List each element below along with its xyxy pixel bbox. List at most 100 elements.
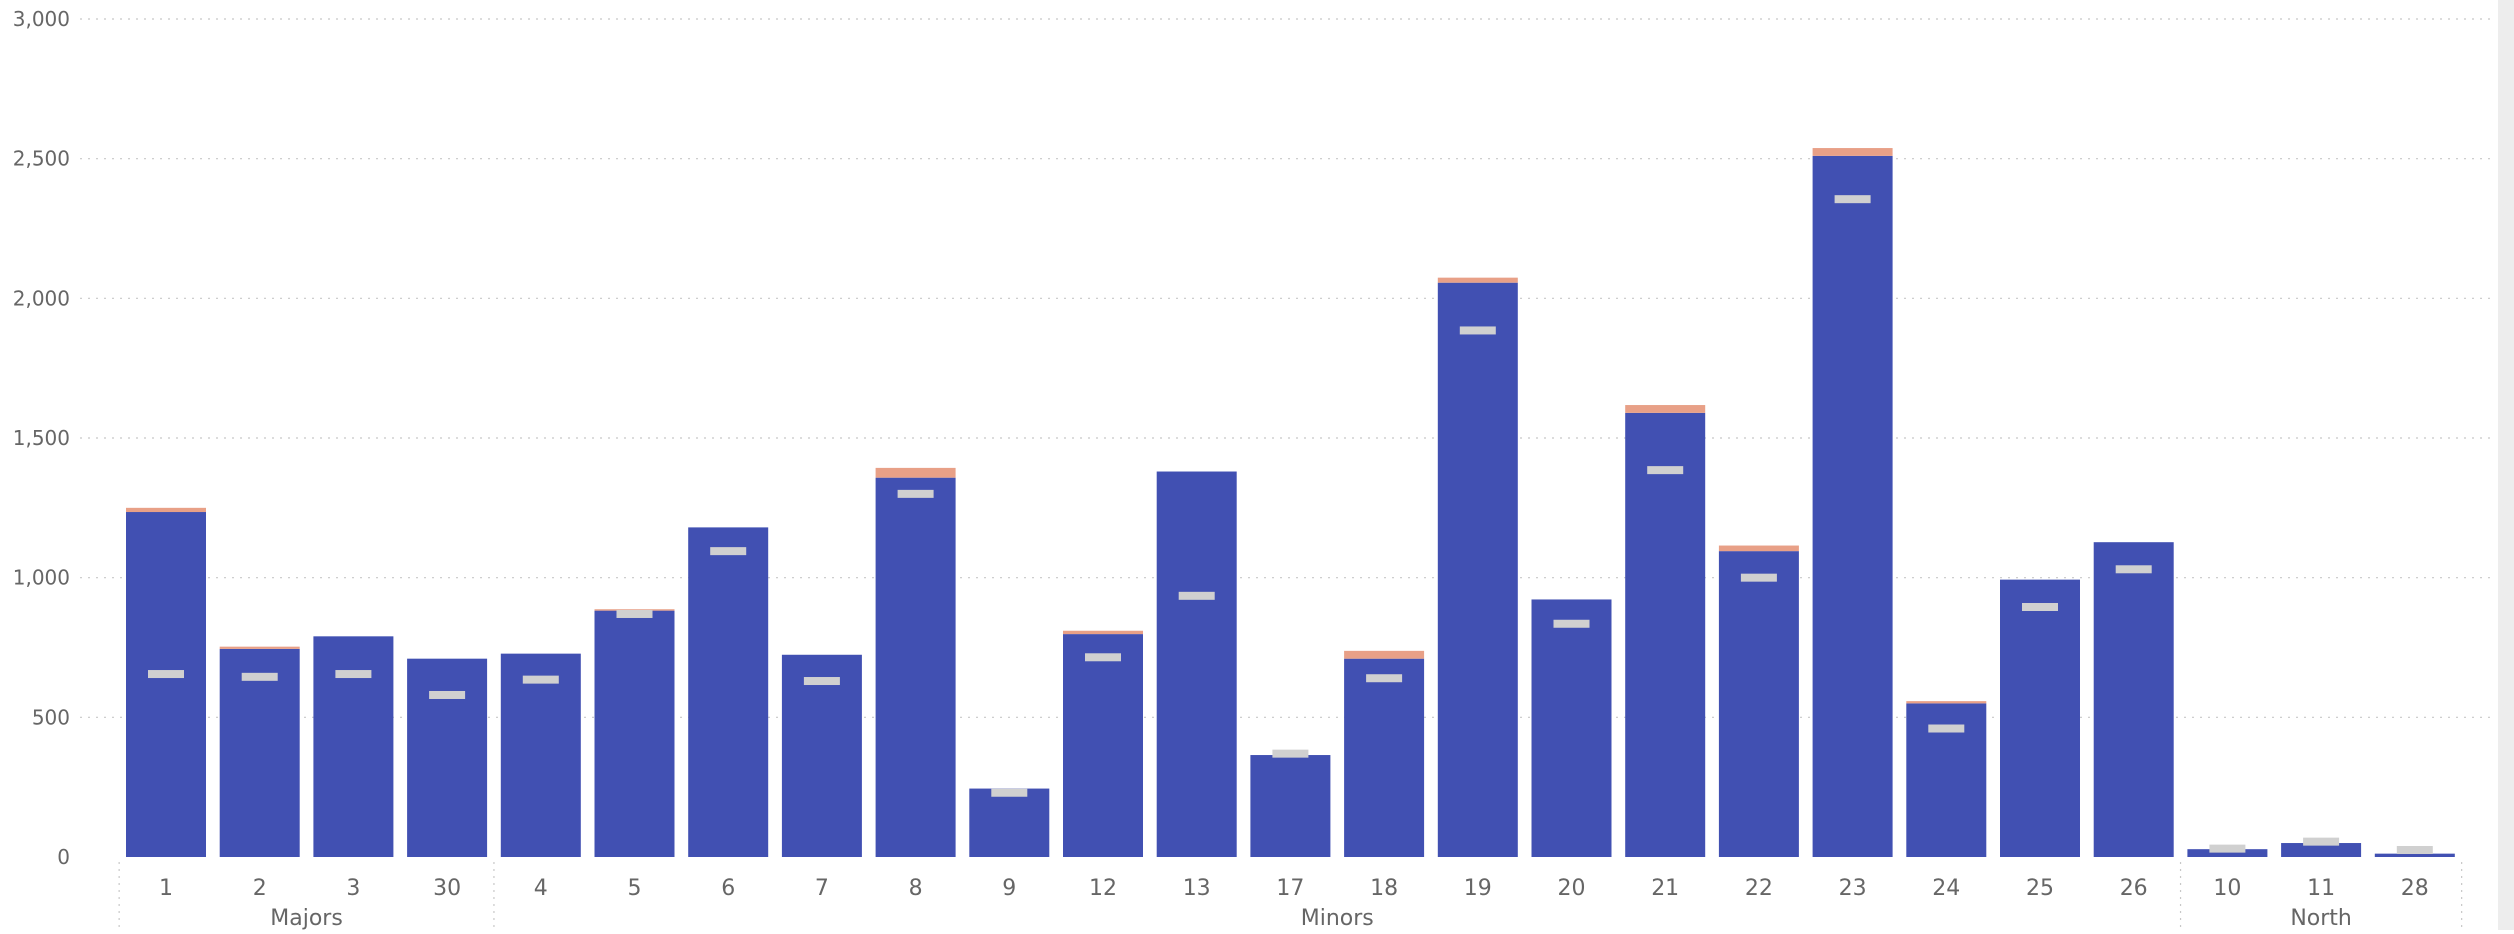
bar-segment-11-s0	[2281, 843, 2362, 857]
x-group-label: Majors	[270, 906, 343, 930]
bar-segment-21-s0	[1625, 412, 1706, 857]
bar-segment-23-s0	[1812, 155, 1893, 857]
bar-segment-17-s0	[1250, 755, 1331, 857]
marker-21	[1647, 466, 1684, 475]
x-axis: 1 2 3 30 4 5 6 7 8 9 12 13 17 18 19 20 21 22 23 24 25 26 10 11 2…	[159, 876, 2429, 901]
x-tick-label: 10	[2213, 876, 2241, 901]
bar-segment-9-s0	[969, 788, 1050, 857]
x-tick-label: 23	[1839, 876, 1867, 901]
x-tick-label: 5	[628, 876, 642, 901]
x-tick-label: 3	[346, 876, 360, 901]
marker-7	[803, 677, 840, 686]
x-tick-label: 25	[2026, 876, 2054, 901]
marker-23	[1834, 195, 1871, 204]
bar-segment-22-s1	[1718, 545, 1799, 552]
bar-segment-3-s0	[313, 636, 394, 857]
bar-segment-30-s0	[407, 658, 488, 857]
bar-segment-12-s1	[1063, 630, 1143, 635]
x-tick-label: 11	[2307, 876, 2335, 901]
marker-17	[1272, 749, 1309, 758]
bar-segment-26-s0	[2093, 542, 2174, 857]
bar-segment-28-s0	[2374, 853, 2455, 857]
x-group-label: Minors	[1301, 906, 1374, 930]
y-tick-label: 2,000	[13, 286, 70, 310]
marker-24	[1928, 724, 1965, 733]
bar-segment-2-s1	[219, 646, 300, 649]
y-tick-label: 1,500	[13, 426, 70, 450]
bars	[126, 148, 2455, 857]
marker-20	[1553, 619, 1590, 628]
marker-10	[2209, 844, 2246, 853]
x-tick-label: 17	[1276, 876, 1304, 901]
bar-segment-22-s0	[1718, 551, 1799, 857]
x-tick-label: 13	[1183, 876, 1211, 901]
marker-8	[897, 489, 934, 498]
marker-11	[2303, 837, 2340, 846]
x-tick-label: 18	[1370, 876, 1398, 901]
marker-13	[1178, 591, 1215, 600]
x-tick-label: 21	[1651, 876, 1679, 901]
x-tick-label: 9	[1002, 876, 1016, 901]
x-tick-label: 2	[253, 876, 267, 901]
y-tick-label: 3,000	[13, 7, 70, 31]
x-tick-label: 20	[1558, 876, 1586, 901]
y-tick-label: 500	[32, 705, 70, 729]
y-tick-label: 1,000	[13, 566, 70, 590]
bar-segment-18-s1	[1344, 650, 1425, 659]
markers	[148, 195, 2433, 855]
bar-segment-18-s0	[1344, 658, 1425, 857]
x-axis-groups: Majors Minors North	[118, 862, 2463, 931]
x-tick-label: 1	[159, 876, 173, 901]
x-tick-label: 28	[2401, 876, 2429, 901]
marker-28	[2396, 846, 2433, 855]
x-tick-label: 7	[815, 876, 829, 901]
marker-22	[1740, 573, 1777, 582]
bar-segment-8-s1	[875, 467, 956, 478]
marker-5	[616, 609, 653, 618]
bar-segment-12-s0	[1063, 634, 1143, 857]
x-tick-label: 12	[1089, 876, 1117, 901]
bar-segment-1-s0	[126, 512, 206, 857]
bar-segment-2-s0	[219, 648, 300, 857]
bar-segment-20-s0	[1531, 599, 1612, 857]
bar-segment-4-s0	[500, 653, 581, 857]
x-tick-label: 19	[1464, 876, 1492, 901]
x-tick-label: 4	[534, 876, 548, 901]
marker-25	[2022, 602, 2058, 611]
marker-1	[148, 670, 184, 679]
x-tick-label: 30	[433, 876, 461, 901]
marker-9	[991, 788, 1028, 797]
bar-segment-23-s1	[1812, 148, 1893, 156]
x-tick-label: 8	[909, 876, 923, 901]
x-tick-label: 24	[1932, 876, 1960, 901]
marker-18	[1366, 674, 1403, 683]
x-tick-label: 26	[2120, 876, 2148, 901]
bar-segment-7-s0	[781, 654, 862, 857]
x-group-label: North	[2290, 906, 2352, 930]
x-tick-label: 6	[721, 876, 735, 901]
bar-segment-19-s1	[1437, 277, 1518, 283]
bar-segment-13-s0	[1156, 471, 1237, 857]
bar-segment-24-s1	[1906, 701, 1987, 704]
marker-3	[335, 670, 372, 679]
marker-30	[429, 690, 466, 699]
bar-segment-1-s1	[126, 507, 206, 513]
y-tick-label: 0	[57, 845, 70, 869]
bar-segment-8-s0	[875, 477, 956, 857]
marker-19	[1459, 326, 1496, 335]
marker-12	[1085, 653, 1121, 662]
bar-segment-19-s0	[1437, 282, 1518, 857]
y-axis: 0 500 1,000 1,500 2,000 2,500 3,000	[13, 7, 70, 869]
bar-segment-5-s0	[594, 610, 675, 857]
x-tick-label: 22	[1745, 876, 1773, 901]
marker-6	[710, 547, 747, 556]
bar-segment-25-s0	[2000, 579, 2080, 857]
marker-26	[2115, 565, 2152, 574]
bar-segment-6-s0	[688, 527, 769, 857]
bar-segment-10-s0	[2187, 849, 2268, 857]
bar-segment-5-s1	[594, 609, 675, 611]
scrollbar-track[interactable]	[2498, 0, 2514, 930]
y-tick-label: 2,500	[13, 147, 70, 171]
